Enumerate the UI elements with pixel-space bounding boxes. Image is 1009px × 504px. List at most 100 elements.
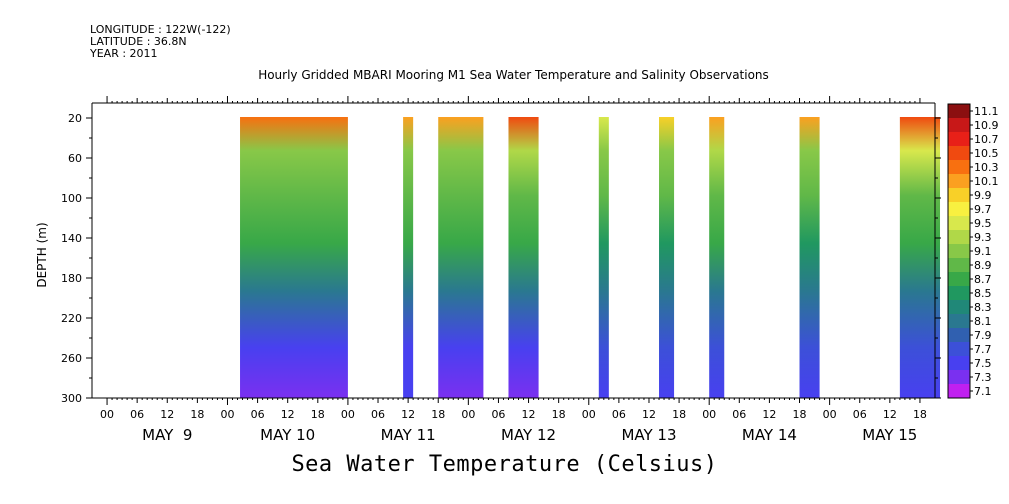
longitude-label: LONGITUDE : 122W(-122) [90,23,231,36]
x-tick-label: 12 [401,408,415,421]
latitude-label: LATITUDE : 36.8N [90,35,187,48]
x-tick-label: 12 [160,408,174,421]
observation-block [508,117,539,398]
year-label: YEAR : 2011 [90,47,158,60]
colorbar-label: 10.3 [974,161,999,174]
x-tick-label: 00 [220,408,234,421]
x-tick-label: 00 [702,408,716,421]
x-tick-label: 12 [281,408,295,421]
x-tick-label: 18 [672,408,686,421]
colorbar-label: 7.9 [974,329,992,342]
x-tick-label: 06 [732,408,746,421]
x-tick-label: 18 [913,408,927,421]
colorbar-label: 10.5 [974,147,999,160]
x-day-label: MAY 14 [742,426,797,444]
y-tick-label: 180 [61,272,82,285]
x-day-label: MAY 10 [260,426,315,444]
observation-block [899,117,941,398]
chart-title: Hourly Gridded MBARI Mooring M1 Sea Wate… [258,68,769,82]
x-tick-label: 06 [130,408,144,421]
colorbar-swatch [948,356,970,371]
x-tick-label: 06 [251,408,265,421]
x-tick-label: 12 [883,408,897,421]
colorbar-swatch [948,258,970,273]
colorbar-label: 7.5 [974,357,992,370]
x-tick-label: 00 [823,408,837,421]
x-day-label: MAY 15 [862,426,917,444]
y-tick-label: 20 [68,112,82,125]
x-day-label: MAY 12 [501,426,556,444]
colorbar-label: 8.7 [974,273,992,286]
observation-block [240,117,348,398]
x-day-label: MAY 13 [621,426,676,444]
colorbar-label: 9.3 [974,231,992,244]
x-tick-label: 12 [522,408,536,421]
colorbar-swatch [948,202,970,217]
colorbar-label: 7.1 [974,385,992,398]
observation-blocks [240,117,941,398]
colorbar-swatch [948,244,970,259]
colorbar-swatch [948,132,970,147]
observation-block [438,117,484,398]
colorbar-label: 11.1 [974,105,999,118]
colorbar-label: 9.9 [974,189,992,202]
x-tick-label: 06 [853,408,867,421]
colorbar-swatch [948,370,970,385]
y-tick-label: 140 [61,232,82,245]
x-axis-title: Sea Water Temperature (Celsius) [291,452,718,477]
colorbar-swatch [948,314,970,329]
x-tick-label: 18 [793,408,807,421]
x-tick-label: 00 [461,408,475,421]
colorbar-swatch [948,118,970,133]
colorbar-label: 10.9 [974,119,999,132]
x-tick-label: 06 [491,408,505,421]
colorbar-swatch [948,300,970,315]
colorbar-label: 10.7 [974,133,999,146]
colorbar-swatch [948,188,970,203]
colorbar-label: 9.5 [974,217,992,230]
colorbar-label: 8.3 [974,301,992,314]
y-axis-label: DEPTH (m) [35,222,49,287]
colorbar-label: 8.1 [974,315,992,328]
colorbar-swatch [948,146,970,161]
colorbar-label: 8.9 [974,259,992,272]
observation-block [659,117,675,398]
x-tick-label: 18 [431,408,445,421]
colorbar-label: 7.3 [974,371,992,384]
x-tick-label: 06 [371,408,385,421]
x-tick-label: 12 [642,408,656,421]
x-tick-label: 00 [582,408,596,421]
x-day-label: MAY 11 [381,426,436,444]
colorbar-swatch [948,342,970,357]
colorbar-swatch [948,104,970,119]
colorbar-swatch [948,272,970,287]
colorbar-swatch [948,384,970,399]
x-tick-label: 06 [612,408,626,421]
colorbar-swatch [948,328,970,343]
colorbar: 11.110.910.710.510.310.19.99.79.59.39.18… [947,103,999,399]
x-tick-label: 00 [341,408,355,421]
colorbar-swatch [948,174,970,189]
x-tick-label: 18 [311,408,325,421]
observation-block [799,117,820,398]
x-tick-label: 18 [190,408,204,421]
observation-block [598,117,609,398]
colorbar-swatch [948,216,970,231]
colorbar-label: 10.1 [974,175,999,188]
x-day-label: MAY 9 [142,426,192,444]
colorbar-label: 9.7 [974,203,992,216]
observation-block [709,117,725,398]
x-tick-label: 00 [100,408,114,421]
colorbar-label: 9.1 [974,245,992,258]
x-tick-label: 12 [762,408,776,421]
observation-block [403,117,414,398]
y-tick-label: 60 [68,152,82,165]
colorbar-swatch [948,230,970,245]
colorbar-swatch [948,286,970,301]
y-tick-label: 100 [61,192,82,205]
colorbar-swatch [948,160,970,175]
y-tick-label: 220 [61,312,82,325]
colorbar-label: 7.7 [974,343,992,356]
colorbar-label: 8.5 [974,287,992,300]
